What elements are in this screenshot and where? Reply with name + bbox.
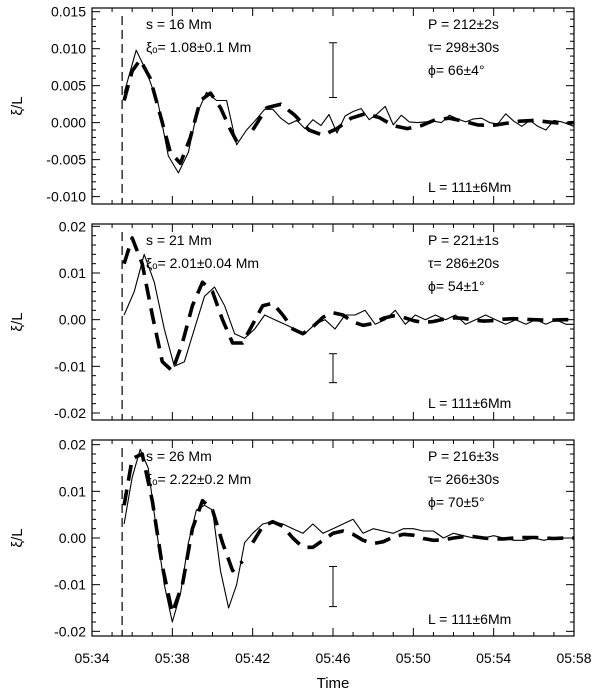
x-tick-label: 05:50 <box>396 650 431 666</box>
y-tick-label: -0.005 <box>46 152 86 168</box>
panels: -0.010 -0.005 0.000 0.005 0.010 0.015 s = 16 M… <box>9 4 592 692</box>
annotation-right-2: τ= 286±20s <box>428 255 499 271</box>
fit-curve-dashed <box>122 452 244 615</box>
y-axis-label: ξ/L <box>9 528 26 547</box>
observed-curve <box>123 448 574 623</box>
y-axis-label: ξ/L <box>9 96 26 115</box>
x-tick-label: 05:42 <box>235 650 270 666</box>
panel-2: -0.02 -0.01 0.00 0.01 0.02 s = 21 Mm ξₒ= 2.01±… <box>9 218 575 421</box>
fit-curve-dashed <box>122 236 574 373</box>
y-tick-label: -0.02 <box>54 405 86 421</box>
panel-1: -0.010 -0.005 0.000 0.005 0.010 0.015 s = 16 M… <box>9 4 575 205</box>
y-tick-label: 0.01 <box>59 265 86 281</box>
annotation-length: L = 111±6Mm <box>428 611 511 627</box>
y-tick-label: 0.02 <box>59 218 86 234</box>
y-tick-label: 0.010 <box>51 41 86 57</box>
y-tick-label: -0.02 <box>54 623 86 639</box>
x-tick-label: 05:58 <box>556 650 591 666</box>
y-tick-label: -0.01 <box>54 577 86 593</box>
annotation-right-2: τ= 298±30s <box>428 39 499 55</box>
y-tick-label: 0.00 <box>59 530 86 546</box>
plot-frame <box>91 7 575 205</box>
x-axis-label: Time <box>317 675 350 692</box>
annotation-length: L = 111±6Mm <box>428 179 511 195</box>
annotation-left-1: s = 26 Mm <box>146 448 212 464</box>
annotation-right-3: ϕ= 66±4° <box>428 62 485 78</box>
plot-frame <box>91 439 575 637</box>
annotation-left-1: s = 16 Mm <box>146 16 212 32</box>
y-tick-label: 0.01 <box>59 483 86 499</box>
fit-curve-dashed <box>122 57 241 166</box>
annotation-left-2: ξₒ= 2.01±0.04 Mm <box>146 255 259 271</box>
y-tick-label: 0.02 <box>59 437 86 453</box>
y-tick-label: 0.005 <box>51 78 86 94</box>
annotation-right-2: τ= 266±30s <box>428 471 499 487</box>
annotation-right-1: P = 216±3s <box>428 448 499 464</box>
annotation-left-2: ξₒ= 2.22±0.2 Mm <box>146 471 251 487</box>
observed-curve <box>123 253 574 367</box>
annotation-right-1: P = 221±1s <box>428 232 499 248</box>
y-tick-label: 0.015 <box>51 4 86 20</box>
y-tick-label: -0.010 <box>46 189 86 205</box>
fit-curve-dashed <box>251 519 574 550</box>
y-tick-label: 0.00 <box>59 312 86 328</box>
annotation-right-3: ϕ= 54±1° <box>428 278 485 294</box>
y-tick-label: 0.000 <box>51 115 86 131</box>
panel-3: -0.02 -0.01 0.00 0.01 0.02 s = 26 Mm ξₒ= 2.22±… <box>9 437 592 692</box>
annotation-right-1: P = 212±2s <box>428 16 499 32</box>
y-tick-label: -0.01 <box>54 358 86 374</box>
annotation-left-1: s = 21 Mm <box>146 232 212 248</box>
annotation-length: L = 111±6Mm <box>428 395 511 411</box>
y-axis-label: ξ/L <box>9 312 26 331</box>
x-tick-label: 05:54 <box>476 650 511 666</box>
x-tick-label: 05:38 <box>155 650 190 666</box>
annotation-left-2: ξₒ= 1.08±0.1 Mm <box>146 39 251 55</box>
fit-curve-dashed <box>251 102 575 137</box>
x-tick-label: 05:46 <box>315 650 350 666</box>
plot-frame <box>91 223 575 421</box>
annotation-right-3: ϕ= 70±5° <box>428 494 485 510</box>
x-tick-label: 05:34 <box>74 650 109 666</box>
